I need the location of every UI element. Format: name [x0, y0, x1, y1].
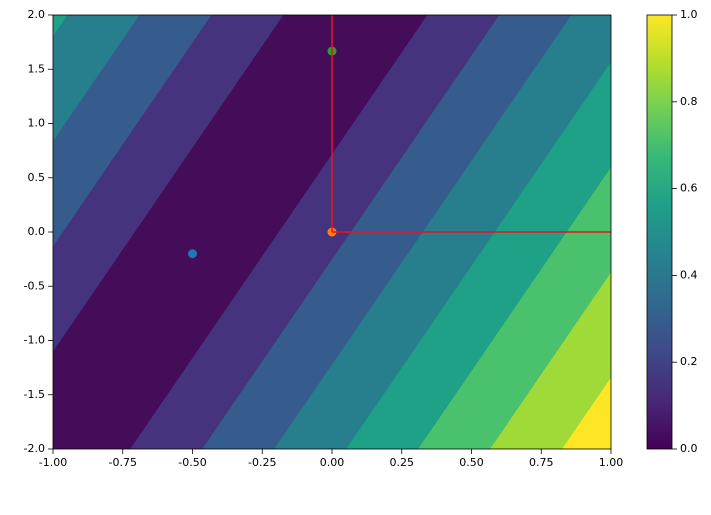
x-tick-label: -0.75 [109, 456, 137, 469]
contour-band [562, 377, 611, 449]
colorbar [646, 14, 673, 450]
contour-band [130, 15, 501, 449]
colorbar-tick-label: 0.8 [680, 95, 698, 108]
colorbar-tick-label: 1.0 [680, 8, 698, 21]
y-tick-label: -1.5 [24, 388, 45, 401]
x-tick-label: -0.50 [178, 456, 206, 469]
x-tick-label: 0.00 [320, 456, 345, 469]
x-tick-label: 0.25 [390, 456, 415, 469]
y-tick-label: 2.0 [28, 8, 46, 21]
plot-area [53, 15, 611, 449]
y-tick-label: 0.5 [28, 171, 46, 184]
y-tick-label: -1.0 [24, 334, 45, 347]
y-tick-label: 1.5 [28, 62, 46, 75]
y-tick-label: 1.0 [28, 117, 46, 130]
contour-band [346, 62, 611, 449]
x-tick-label: 0.75 [529, 456, 554, 469]
y-tick-label: -2.0 [24, 442, 45, 455]
y-tick-label: -0.5 [24, 279, 45, 292]
contour-band [53, 15, 429, 449]
x-tick-label: 1.00 [599, 456, 624, 469]
contour-band [418, 167, 611, 449]
x-tick-label: 0.50 [459, 456, 484, 469]
contour-band [490, 272, 611, 449]
scatter-point [188, 249, 197, 259]
colorbar-tick-label: 0.0 [680, 442, 698, 455]
x-tick-label: -0.25 [248, 456, 276, 469]
y-tick-label: 0.0 [28, 225, 46, 238]
colorbar-tick-label: 0.4 [680, 268, 698, 281]
colorbar-tick-label: 0.6 [680, 182, 698, 195]
x-tick-label: -1.00 [39, 456, 67, 469]
colorbar-tick-label: 0.2 [680, 355, 698, 368]
